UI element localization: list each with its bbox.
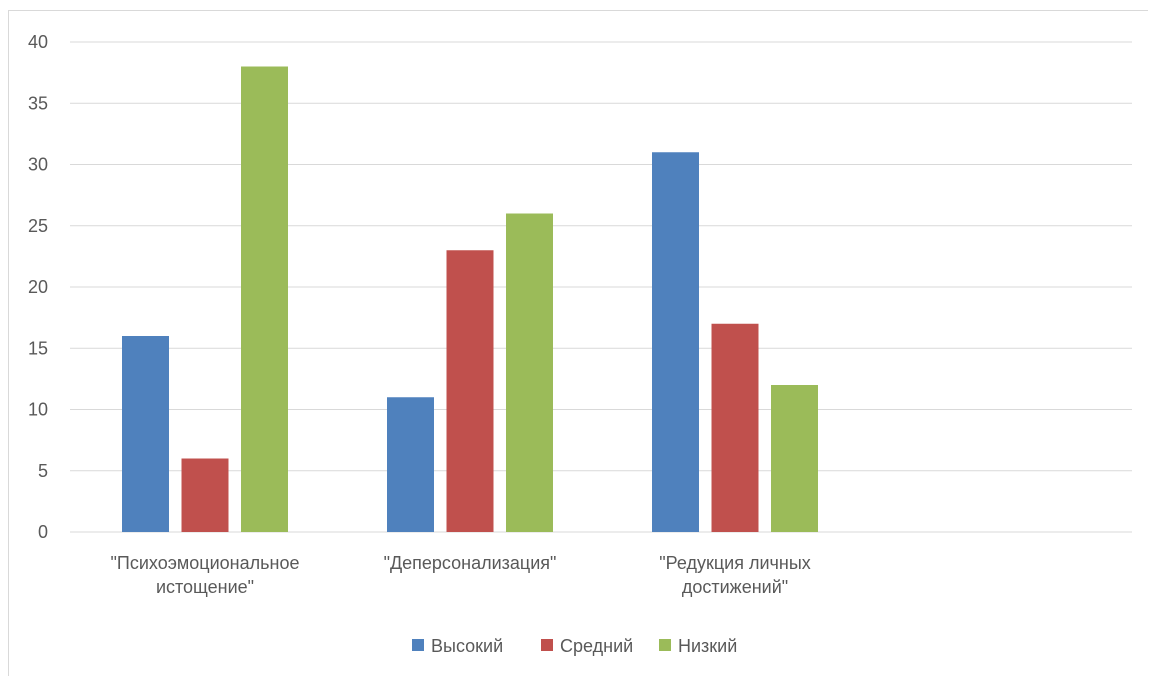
- legend-label: Средний: [560, 636, 633, 656]
- x-category-label: "Деперсонализация": [384, 553, 557, 573]
- bars: [122, 66, 818, 532]
- y-tick-label: 40: [28, 32, 48, 52]
- y-tick-label: 20: [28, 277, 48, 297]
- legend-swatch: [659, 639, 671, 651]
- bar: [387, 397, 434, 532]
- bar: [652, 152, 699, 532]
- bar: [711, 323, 759, 532]
- x-category-label: истощение": [156, 577, 254, 597]
- x-category-label: "Психоэмоциональное: [111, 553, 300, 573]
- y-tick-label: 0: [38, 522, 48, 542]
- legend-label: Низкий: [678, 636, 737, 656]
- x-axis-category-labels: "Психоэмоциональное истощение" "Деперсонал…: [111, 553, 811, 597]
- y-tick-label: 5: [38, 461, 48, 481]
- legend: Высокий Средний Низкий: [412, 636, 737, 656]
- bar: [181, 458, 229, 532]
- y-tick-label: 30: [28, 155, 48, 175]
- chart-frame: [8, 10, 1148, 676]
- x-category-label: "Редукция личных: [659, 553, 811, 573]
- legend-label: Высокий: [431, 636, 503, 656]
- y-tick-label: 35: [28, 93, 48, 113]
- bar: [506, 213, 553, 532]
- bar: [446, 250, 494, 532]
- y-axis-tick-labels: 0 5 10 15 20 25 30 35 40: [28, 32, 48, 542]
- x-category-label: достижений": [682, 577, 788, 597]
- bar: [122, 336, 169, 532]
- bar: [241, 66, 288, 532]
- legend-swatch: [541, 639, 553, 651]
- y-tick-label: 25: [28, 216, 48, 236]
- legend-swatch: [412, 639, 424, 651]
- y-tick-label: 15: [28, 338, 48, 358]
- gridlines: [70, 41, 1132, 533]
- bar: [771, 385, 818, 532]
- y-tick-label: 10: [28, 400, 48, 420]
